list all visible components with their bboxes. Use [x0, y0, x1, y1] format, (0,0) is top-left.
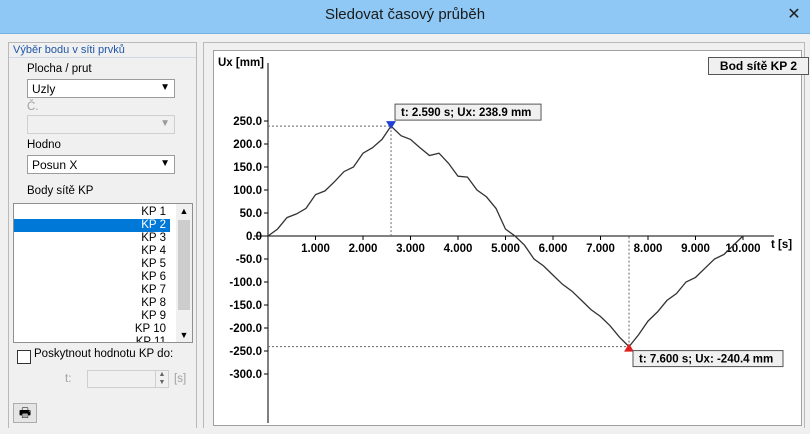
y-tick-label: -150.0	[229, 300, 262, 312]
points-label: Body sítě KP	[27, 185, 94, 197]
min-label: t: 7.600 s; Ux: -240.4 mm	[639, 354, 773, 366]
chevron-down-icon: ▼	[160, 118, 170, 129]
divider	[9, 57, 196, 58]
y-tick-label: 50.0	[240, 208, 262, 220]
x-tick-label: 7.000	[586, 243, 615, 255]
scroll-thumb[interactable]	[178, 220, 190, 310]
surface-select[interactable]: Uzly ▼	[27, 79, 175, 98]
list-item[interactable]: KP 8	[141, 297, 166, 309]
point-selection-panel: Výběr bodu v síti prvků Plocha / prut Uz…	[8, 42, 197, 429]
max-label-box	[394, 103, 542, 121]
t-label: t:	[65, 373, 72, 385]
value-select-value: Posun X	[32, 158, 78, 172]
window-title: Sledovat časový průběh	[324, 6, 486, 23]
panel-header: Výběr bodu v síti prvků	[13, 44, 125, 56]
x-tick-label: 8.000	[634, 243, 663, 255]
provide-value-checkbox[interactable]	[17, 350, 31, 364]
chart-frame: Ux [mm] t [s] 250.0 200.0 150.0 100.0 50.0 0.0 -…	[203, 42, 809, 430]
list-item[interactable]: KP 6	[141, 271, 166, 283]
scroll-down-icon[interactable]: ▼	[179, 330, 189, 340]
number-select[interactable]: ▼	[27, 115, 175, 134]
list-item[interactable]: KP 11	[135, 336, 166, 343]
series-line	[267, 125, 744, 348]
number-label: Č.	[27, 101, 39, 113]
y-tick-label: 250.0	[233, 116, 262, 128]
value-label: Hodno	[27, 139, 61, 151]
list-item[interactable]: KP 5	[141, 258, 166, 270]
value-select[interactable]: Posun X ▼	[27, 155, 175, 174]
spinner-arrows-icon[interactable]: ▲ ▼	[155, 371, 168, 387]
points-listbox[interactable]: KP 1 KP 2 KP 3 KP 4 KP 5 KP 6 KP 7 KP 8 KP 9 KP 1…	[13, 203, 193, 343]
y-tick-label: 200.0	[233, 139, 262, 151]
list-item[interactable]: KP 7	[141, 284, 166, 296]
y-tick-label: 0.0	[246, 231, 262, 243]
list-item[interactable]: KP 9	[141, 310, 166, 322]
x-tick-label: 10.000	[725, 243, 760, 255]
y-tick-label: 100.0	[233, 185, 262, 197]
title-bar: Sledovat časový průběh ✕	[0, 0, 810, 34]
time-history-chart: Ux [mm] t [s] 250.0 200.0 150.0 100.0 50.0 0.0 -…	[213, 50, 809, 426]
scroll-up-icon[interactable]: ▲	[179, 206, 189, 216]
provide-value-label: Poskytnout hodnotu KP do:	[34, 348, 174, 360]
printer-icon: 🖶	[18, 405, 32, 420]
chevron-down-icon: ▼	[160, 82, 170, 93]
t-unit: [s]	[174, 373, 187, 385]
x-tick-label: 1.000	[301, 243, 330, 255]
print-button[interactable]: 🖶	[13, 403, 37, 423]
chart-svg: Ux [mm] t [s] 250.0 200.0 150.0 100.0 50.0 0.0 -…	[218, 57, 792, 423]
y-tick-label: -100.0	[229, 277, 262, 289]
chevron-down-icon: ▼	[160, 158, 170, 169]
list-item[interactable]: KP 2	[14, 219, 170, 232]
x-tick-label: 9.000	[681, 243, 710, 255]
x-axis-label: t [s]	[771, 239, 792, 251]
y-tick-label: -300.0	[229, 369, 262, 381]
x-tick-label: 6.000	[539, 243, 568, 255]
close-icon[interactable]: ✕	[787, 6, 801, 23]
surface-label: Plocha / prut	[27, 63, 92, 75]
x-tick-label: 3.000	[396, 243, 425, 255]
list-item[interactable]: KP 10	[134, 323, 166, 335]
y-tick-label: -200.0	[229, 323, 262, 335]
y-tick-label: 150.0	[233, 162, 262, 174]
x-tick-label: 4.000	[444, 243, 473, 255]
max-marker	[386, 121, 397, 130]
x-tick-label: 2.000	[349, 243, 378, 255]
min-label-box	[632, 350, 784, 368]
max-label: t: 2.590 s; Ux: 238.9 mm	[401, 107, 531, 119]
surface-select-value: Uzly	[32, 82, 56, 96]
list-item[interactable]: KP 1	[141, 206, 166, 218]
bottom-edge	[0, 428, 810, 434]
y-axis-label: Ux [mm]	[218, 57, 264, 69]
y-tick-label: -50.0	[236, 254, 262, 266]
chart-badge: Bod sítě KP 2	[708, 57, 809, 75]
x-tick-label: 5.000	[491, 243, 520, 255]
t-input[interactable]: ▲ ▼	[87, 370, 169, 388]
list-item[interactable]: KP 4	[141, 245, 166, 257]
list-item[interactable]: KP 3	[141, 232, 166, 244]
min-marker	[624, 343, 634, 352]
listbox-scrollbar[interactable]: ▲ ▼	[176, 204, 192, 342]
y-tick-label: -250.0	[229, 346, 262, 358]
